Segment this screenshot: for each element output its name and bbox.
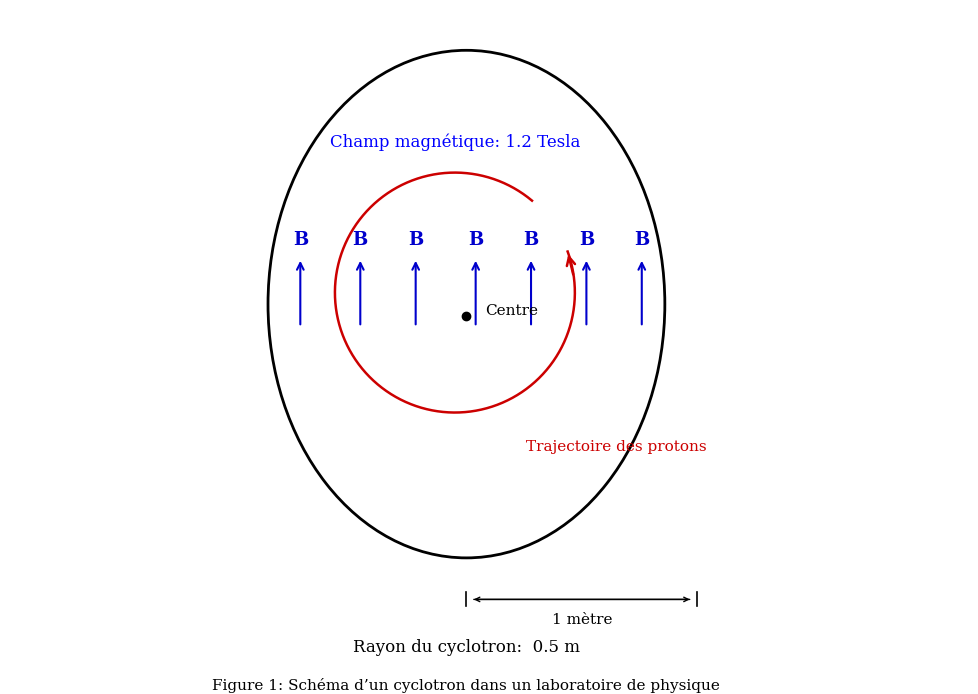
Text: B: B xyxy=(578,230,594,248)
Text: B: B xyxy=(634,230,648,248)
Text: Champ magnétique: 1.2 Tesla: Champ magnétique: 1.2 Tesla xyxy=(330,134,580,151)
Text: 1 mètre: 1 mètre xyxy=(551,613,611,627)
Text: B: B xyxy=(523,230,538,248)
Text: B: B xyxy=(408,230,422,248)
Text: B: B xyxy=(352,230,368,248)
Text: Figure 1: Schéma d’un cyclotron dans un laboratoire de physique: Figure 1: Schéma d’un cyclotron dans un … xyxy=(212,678,720,693)
Text: Trajectoire des protons: Trajectoire des protons xyxy=(525,440,706,454)
Text: B: B xyxy=(292,230,308,248)
Text: Centre: Centre xyxy=(484,304,537,318)
Text: Rayon du cyclotron:  0.5 m: Rayon du cyclotron: 0.5 m xyxy=(352,638,579,656)
Text: B: B xyxy=(467,230,483,248)
